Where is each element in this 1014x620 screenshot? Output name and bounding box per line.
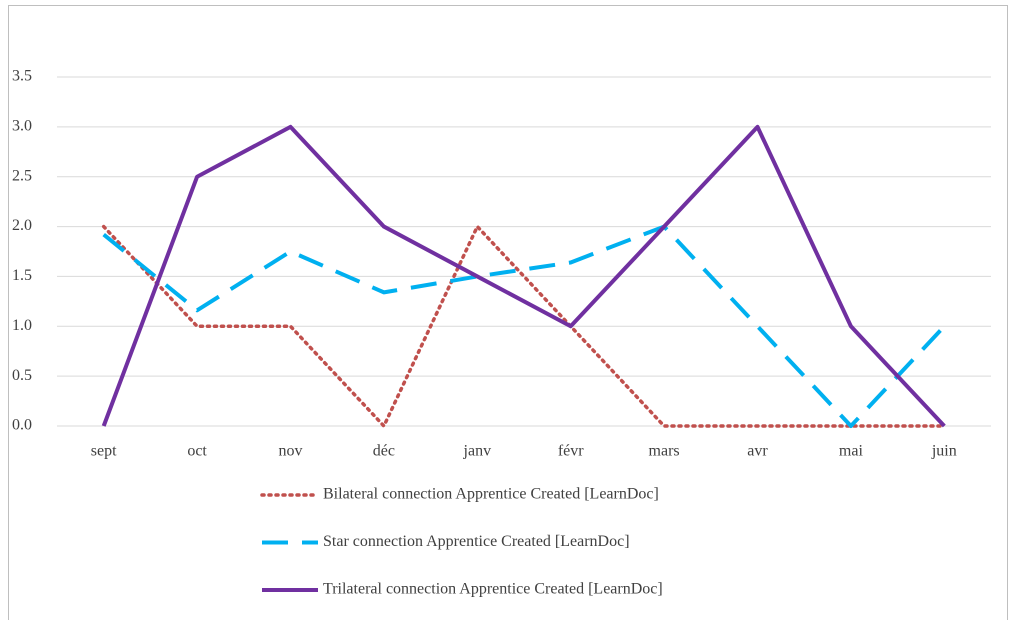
x-tick-label: févr <box>558 443 584 460</box>
x-tick-label: janv <box>463 443 492 460</box>
x-tick-label: déc <box>373 443 395 460</box>
x-tick-label: mars <box>649 443 680 460</box>
y-tick-label: 0.5 <box>12 367 32 384</box>
x-tick-label: avr <box>747 443 768 460</box>
x-tick-label: oct <box>187 443 207 460</box>
y-tick-label: 3.0 <box>12 118 32 135</box>
x-tick-label: juin <box>931 443 957 460</box>
x-tick-label: mai <box>839 443 864 460</box>
chart-frame <box>8 5 1008 620</box>
x-tick-label: nov <box>279 443 303 460</box>
legend-label: Trilateral connection Apprentice Created… <box>323 581 663 598</box>
y-tick-label: 0.0 <box>12 417 32 434</box>
y-tick-label: 1.0 <box>12 317 32 334</box>
y-tick-label: 2.0 <box>12 217 32 234</box>
legend-label: Star connection Apprentice Created [Lear… <box>323 533 630 550</box>
series-line <box>102 224 946 428</box>
legend-label: Bilateral connection Apprentice Created … <box>323 486 659 503</box>
series-line <box>101 224 947 428</box>
y-tick-label: 3.5 <box>12 68 32 85</box>
y-tick-label: 1.5 <box>12 267 32 284</box>
y-tick-label: 2.5 <box>12 167 32 184</box>
x-tick-label: sept <box>91 443 117 460</box>
series-line <box>101 124 946 428</box>
